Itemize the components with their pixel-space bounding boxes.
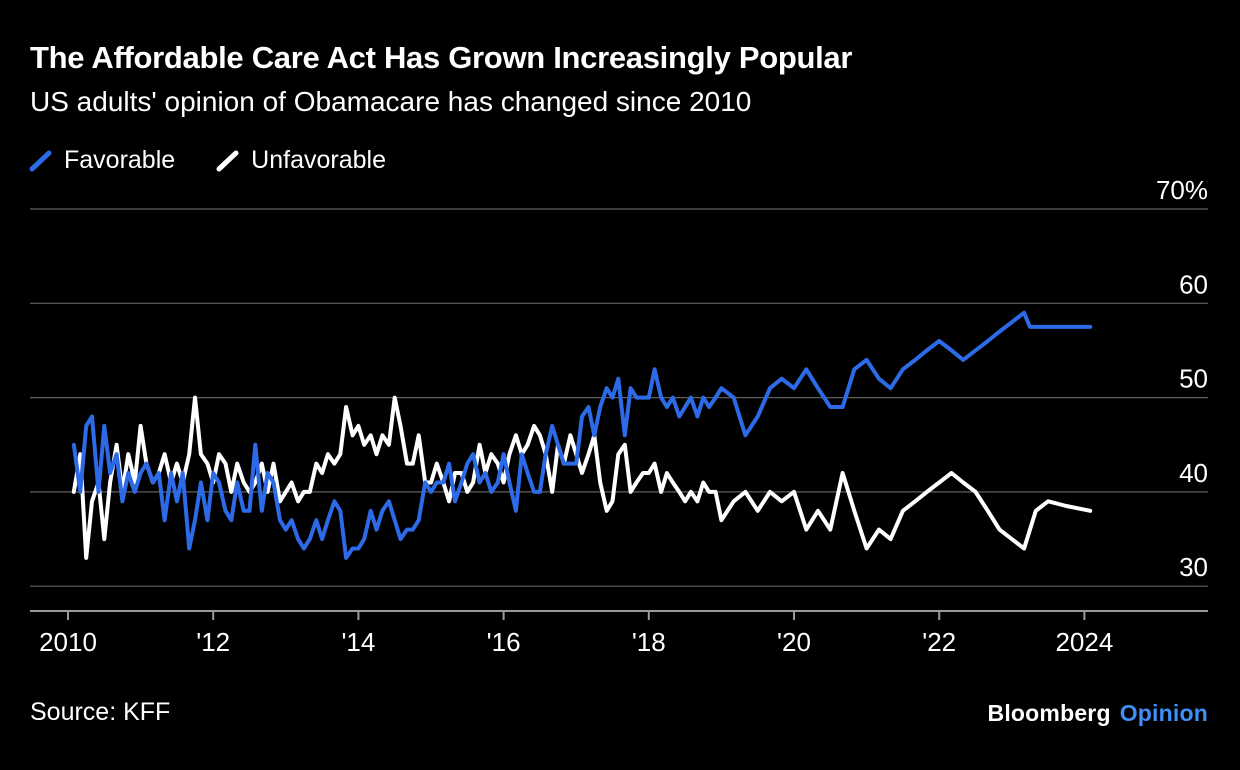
legend-item-unfavorable: Unfavorable xyxy=(215,146,386,175)
line-chart: 70% 60 50 40 30 2010 '12 '14 '16 '18 '20 '22 2024 xyxy=(30,178,1208,657)
opinion-wordmark: Opinion xyxy=(1119,700,1208,726)
x-axis-label: 2010 xyxy=(39,627,97,657)
y-axis-label: 50 xyxy=(1179,364,1208,394)
legend: Favorable Unfavorable xyxy=(28,146,386,175)
x-axis-label: '18 xyxy=(632,627,666,657)
y-axis-label: 40 xyxy=(1179,458,1208,488)
y-axis-label: 60 xyxy=(1179,269,1208,299)
unfavorable-swatch-line xyxy=(216,150,239,171)
chart-title: The Affordable Care Act Has Grown Increa… xyxy=(30,40,853,75)
x-axis-label: '16 xyxy=(487,627,521,657)
source-label: Source: KFF xyxy=(30,698,171,726)
bloomberg-wordmark: Bloomberg xyxy=(987,700,1111,726)
bloomberg-opinion-logo: Bloomberg Opinion xyxy=(988,700,1208,727)
favorable-line-swatch-icon xyxy=(29,150,52,171)
chart-subtitle: US adults' opinion of Obamacare has chan… xyxy=(30,86,752,117)
y-axis-label: 70% xyxy=(1156,178,1208,205)
unfavorable-line-swatch-icon xyxy=(216,150,239,171)
favorable-swatch-line xyxy=(29,150,52,171)
legend-item-favorable: Favorable xyxy=(28,146,175,175)
x-axis-label: '14 xyxy=(341,627,375,657)
x-axis-label: '20 xyxy=(777,627,811,657)
legend-label-favorable: Favorable xyxy=(64,146,176,174)
series-line-favorable xyxy=(71,310,1093,560)
x-axis-label: 2024 xyxy=(1055,627,1113,657)
x-axis-label: '12 xyxy=(196,627,230,657)
y-axis-label: 30 xyxy=(1179,552,1208,582)
x-axis-label: '22 xyxy=(922,627,956,657)
legend-label-unfavorable: Unfavorable xyxy=(251,146,386,174)
